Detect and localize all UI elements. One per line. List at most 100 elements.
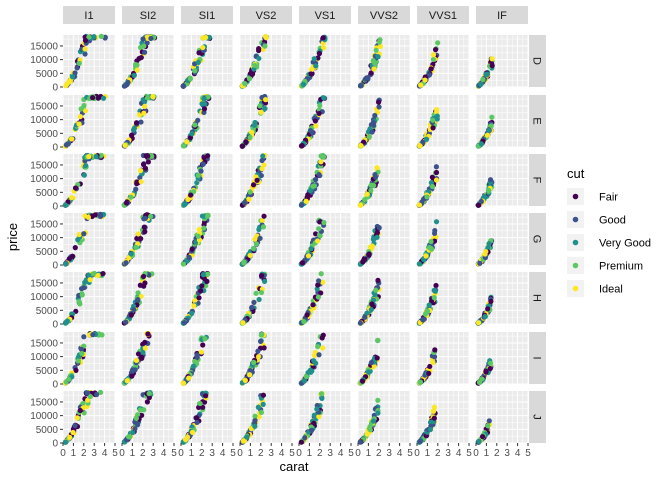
data-point <box>298 202 305 208</box>
data-point <box>374 165 380 171</box>
data-point <box>259 157 265 164</box>
points <box>121 93 157 149</box>
points <box>416 282 439 326</box>
points <box>180 152 211 208</box>
data-point <box>142 215 148 221</box>
data-point <box>79 350 85 357</box>
data-point <box>475 320 482 326</box>
data-point <box>81 172 87 178</box>
data-point <box>362 314 368 320</box>
points <box>357 223 382 267</box>
data-point <box>426 72 433 78</box>
data-point <box>376 225 382 231</box>
data-point <box>317 219 323 225</box>
panel-f-if <box>475 154 529 208</box>
data-point <box>375 54 381 60</box>
data-point <box>142 280 148 286</box>
data-point <box>63 142 70 148</box>
data-point <box>198 168 204 174</box>
x-tick-label: 2 <box>140 448 146 459</box>
x-tick-label: 1 <box>248 448 254 459</box>
data-point <box>141 43 147 49</box>
panel-i-i1 <box>62 330 116 386</box>
data-point <box>316 50 323 57</box>
y-axis-row-4: 0 5000 10000 15000 <box>30 219 63 272</box>
data-point <box>141 110 147 116</box>
legend-item-very-good: Very Good <box>567 234 651 251</box>
data-point <box>146 390 152 397</box>
panel-h-if <box>475 272 529 326</box>
data-point <box>192 122 198 128</box>
data-point <box>133 357 140 364</box>
data-point <box>313 176 319 183</box>
points <box>121 33 158 89</box>
data-point <box>315 282 321 288</box>
data-point <box>142 339 148 345</box>
data-point <box>77 407 83 414</box>
data-point <box>305 253 312 259</box>
data-point <box>142 229 148 235</box>
panel-j-si1 <box>180 390 234 445</box>
panel-d-vvs2 <box>357 35 411 89</box>
row-strip-f: F <box>529 154 546 206</box>
data-point <box>66 79 72 85</box>
panel-i-vvs2 <box>357 332 411 386</box>
data-point <box>315 344 321 350</box>
data-point <box>242 81 248 87</box>
data-point <box>258 289 265 296</box>
data-point <box>478 81 484 87</box>
points <box>239 93 269 149</box>
data-point <box>135 290 141 296</box>
y-tick-label: 10000 <box>30 292 58 303</box>
data-point <box>372 171 378 178</box>
data-point <box>256 55 262 62</box>
points <box>416 347 438 386</box>
data-point <box>192 68 198 74</box>
panel-g-vs1 <box>298 213 352 267</box>
data-point <box>486 418 492 424</box>
y-tick-label: 10000 <box>30 411 58 422</box>
data-point <box>262 43 268 49</box>
data-point <box>485 187 492 193</box>
points <box>475 418 493 445</box>
data-point <box>196 295 202 301</box>
data-point <box>376 104 382 110</box>
data-point <box>82 108 89 114</box>
data-point <box>251 359 257 365</box>
data-point <box>253 290 259 296</box>
y-axis-row-1: 0 5000 10000 15000 <box>30 41 63 94</box>
points <box>239 271 268 326</box>
y-axis-row-6: 0 5000 10000 15000 <box>30 338 63 391</box>
data-point <box>128 194 134 200</box>
panel-e-vs2 <box>239 93 293 149</box>
panel-i-vs1 <box>298 332 352 386</box>
column-strip-label: VS1 <box>315 10 336 22</box>
data-point <box>432 227 438 234</box>
data-point <box>135 231 141 237</box>
data-point <box>193 239 199 245</box>
data-point <box>316 110 322 117</box>
data-point <box>375 277 381 283</box>
data-point <box>260 392 267 398</box>
data-point <box>181 320 188 326</box>
data-point <box>76 231 82 238</box>
y-axis-row-5: 0 5000 10000 15000 <box>30 278 63 331</box>
data-point <box>74 415 80 421</box>
data-point <box>93 391 100 398</box>
column-strip-label: VVS1 <box>429 10 457 22</box>
data-point <box>90 332 96 338</box>
data-point <box>69 194 75 201</box>
data-point <box>262 33 269 40</box>
data-point <box>184 258 190 264</box>
data-point <box>134 67 140 73</box>
data-point <box>476 379 483 386</box>
data-point <box>132 61 139 68</box>
data-point <box>145 153 151 159</box>
panel-i-vvs1 <box>416 332 470 386</box>
column-strip-label: SI2 <box>140 10 157 22</box>
data-point <box>123 260 129 266</box>
data-point <box>434 106 440 113</box>
data-point <box>90 95 96 101</box>
y-tick-label: 0 <box>52 380 58 391</box>
y-tick-label: 0 <box>52 439 58 450</box>
